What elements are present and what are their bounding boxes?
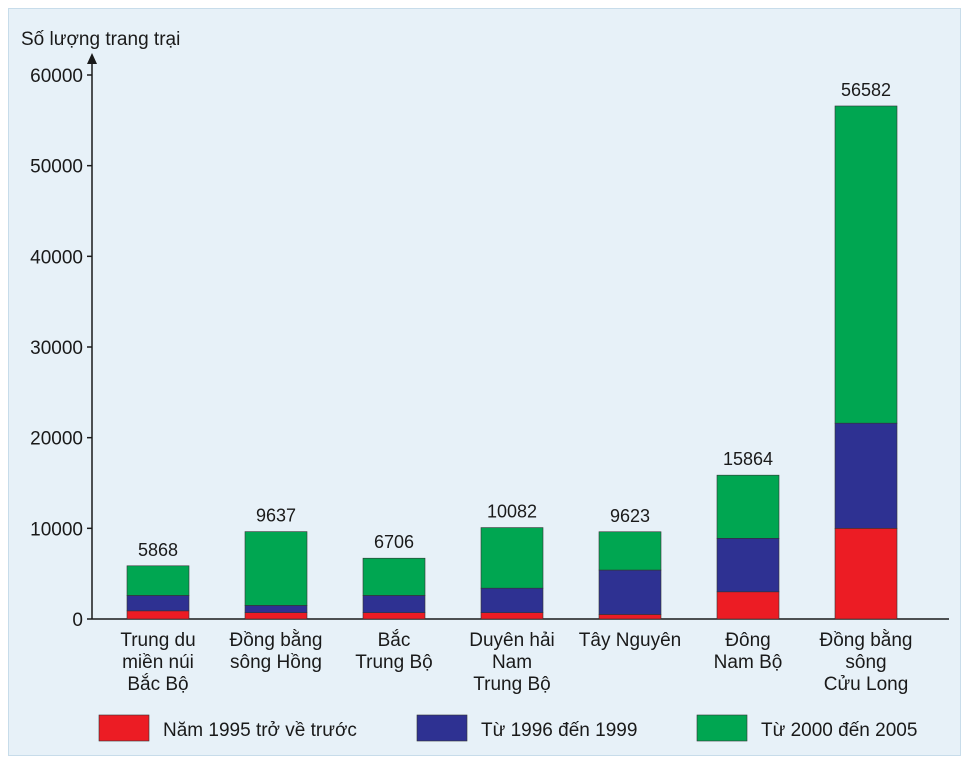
x-tick-label: Đông [725,630,770,651]
y-axis-label: Số lượng trang trại [21,29,180,50]
x-tick-label: Trung du [120,630,195,651]
x-tick-label: Đồng bằng [820,629,913,651]
bar-segment [598,531,662,571]
y-tick-label: 40000 [30,247,83,268]
x-tick-label: Cửu Long [824,674,909,695]
legend-label: Năm 1995 trở về trước [163,720,357,741]
total-label: 9623 [610,506,650,526]
bar-segment [598,569,662,615]
bar-segment [480,587,544,613]
bar-segment [716,591,780,620]
x-tick-label: Bắc Bộ [127,673,188,695]
y-tick-label: 50000 [30,157,83,178]
bar-segment [716,538,780,593]
total-label: 10082 [487,502,537,522]
total-label: 56582 [841,80,891,100]
bar-segment [480,527,544,589]
legend-swatch [696,714,748,742]
x-tick-label: Trung Bộ [473,674,550,695]
legend-label: Từ 2000 đến 2005 [761,720,917,741]
x-tick-label: Duyên hải [469,630,555,651]
x-tick-label: miền núi [122,652,194,673]
legend: Năm 1995 trở về trước Từ 1996 đến 1999 Từ … [98,714,917,742]
x-tick-label: Đồng bằng [230,629,323,651]
total-label: 5868 [138,540,178,560]
axes: Số lượng trang trại 0 10000 20000 30000 40000… [21,29,949,631]
total-label: 9637 [256,506,296,526]
bar-segment [480,612,544,620]
x-tick-label: Nam [492,652,532,673]
bar-segment [244,605,308,613]
x-tick-label: Trung Bộ [355,652,432,673]
stacked-bar-chart: Số lượng trang trại 0 10000 20000 30000 40000… [21,29,949,742]
bar-segment [126,610,190,620]
y-tick-label: 0 [72,610,83,631]
y-tick-label: 30000 [30,338,83,359]
bar-segment [716,474,780,539]
total-labels: 5868 9637 6706 10082 9623 15864 56582 [138,80,891,560]
x-tick-label: Bắc [378,629,411,651]
bar-segment [126,565,190,596]
x-tick-label: Nam Bộ [714,652,783,673]
y-tick-label: 20000 [30,429,83,450]
legend-swatch [416,714,468,742]
y-axis-arrow-icon [87,53,97,64]
legend-label: Từ 1996 đến 1999 [481,720,637,741]
bar-segment [362,557,426,596]
chart-frame: Số lượng trang trại 0 10000 20000 30000 40000… [8,8,961,756]
x-tick-label: sông [845,652,886,673]
bar-segment [244,612,308,620]
bar-segment [244,531,308,606]
bar-segment [598,614,662,620]
total-label: 6706 [374,532,414,552]
bar-segment [834,105,898,424]
bar-segment [362,612,426,620]
bar-segment [126,595,190,612]
total-label: 15864 [723,449,773,469]
bar-segment [834,528,898,620]
legend-swatch [98,714,150,742]
x-tick-label: Tây Nguyên [579,630,681,651]
bars [126,105,898,620]
y-tick-label: 60000 [30,66,83,87]
y-tick-label: 10000 [30,519,83,540]
bar-segment [834,422,898,529]
bar-segment [362,595,426,613]
x-tick-label: sông Hồng [230,652,322,673]
